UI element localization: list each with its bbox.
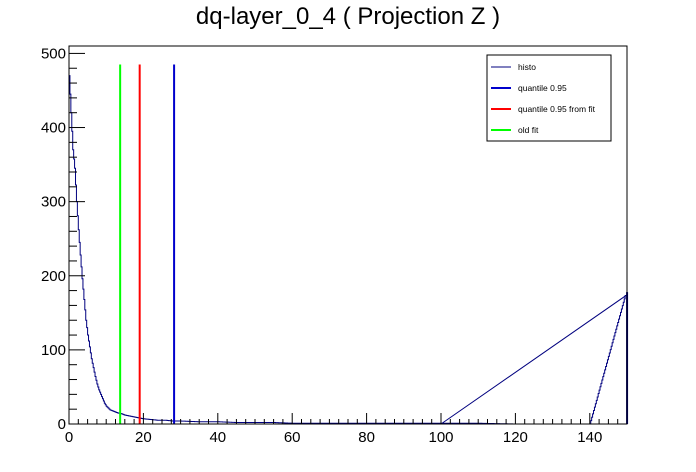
x-tick-label: 100 xyxy=(428,429,453,446)
x-tick-label: 120 xyxy=(503,429,528,446)
legend-label: old fit xyxy=(518,125,539,135)
axes: 0 20 40 60 80 100 120 140 0 100 200 300 400 500 xyxy=(41,45,628,446)
chart-title: dq-layer_0_4 ( Projection Z ) xyxy=(196,3,500,30)
legend-label: histo xyxy=(518,62,536,72)
y-tick-label: 200 xyxy=(41,268,66,285)
x-tick-label: 20 xyxy=(135,429,152,446)
x-tick-label: 60 xyxy=(284,429,301,446)
legend-label: quantile 0.95 from fit xyxy=(518,104,596,114)
legend-box xyxy=(486,54,612,142)
x-tick-label: 140 xyxy=(577,429,602,446)
y-tick-label: 500 xyxy=(41,45,66,62)
y-tick-label: 300 xyxy=(41,194,66,211)
y-tick-label: 400 xyxy=(41,120,66,137)
x-tick-label: 40 xyxy=(209,429,226,446)
x-tick-label: 80 xyxy=(358,429,375,446)
x-tick-label: 0 xyxy=(65,429,73,446)
legend-label: quantile 0.95 xyxy=(518,83,567,93)
legend: histo quantile 0.95 quantile 0.95 from fit… xyxy=(486,54,612,142)
y-tick-label: 0 xyxy=(58,416,66,433)
y-tick-label: 100 xyxy=(41,342,66,359)
